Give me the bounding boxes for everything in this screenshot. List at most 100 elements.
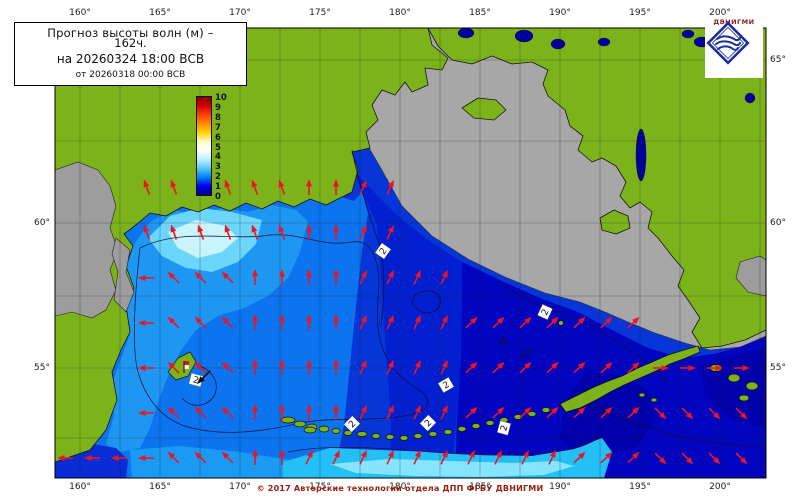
wave-arrow-icon bbox=[440, 449, 448, 465]
wave-arrow-icon bbox=[359, 224, 367, 240]
contour-label: 2 bbox=[419, 414, 437, 432]
colorbar-tick: 10 bbox=[215, 93, 227, 103]
wave-height-colorbar: 10 9 8 7 6 5 4 3 2 1 0 bbox=[196, 94, 227, 201]
wave-arrow-icon bbox=[170, 224, 178, 240]
wave-arrow-icon bbox=[708, 452, 721, 465]
wave-arrow-icon bbox=[465, 406, 478, 419]
wave-arrow-icon bbox=[251, 179, 259, 195]
wave-arrow-icon bbox=[279, 404, 285, 420]
wave-arrow-icon bbox=[279, 269, 285, 285]
wave-arrow-icon bbox=[413, 314, 421, 330]
logo-wave-diamond-icon bbox=[706, 21, 750, 65]
wave-arrow-icon bbox=[333, 359, 339, 375]
lon-label: 180° bbox=[389, 8, 411, 18]
wave-arrow-icon bbox=[413, 359, 421, 375]
lon-label: 175° bbox=[309, 8, 331, 18]
wave-arrow-icon bbox=[194, 316, 207, 329]
wave-arrow-icon bbox=[138, 410, 154, 416]
colorbar-tick: 1 bbox=[215, 182, 221, 193]
wave-arrow-icon bbox=[548, 449, 556, 465]
wave-arrow-icon bbox=[306, 224, 312, 240]
forecast-title-box: Прогноз высоты волн (м) – 162ч. на 20260… bbox=[14, 22, 247, 86]
wave-arrow-icon bbox=[440, 359, 448, 375]
contour-label: 2 bbox=[343, 415, 361, 433]
colorbar-tick: 4 bbox=[215, 152, 221, 163]
wave-arrow-icon bbox=[467, 449, 475, 465]
wave-arrow-icon bbox=[359, 359, 367, 375]
wave-arrow-icon bbox=[413, 449, 421, 465]
wave-arrow-icon bbox=[167, 451, 180, 464]
wave-arrow-icon bbox=[521, 449, 529, 465]
island-st-lawrence bbox=[461, 97, 507, 121]
wave-arrow-icon bbox=[707, 365, 723, 371]
copyright-line: © 2017 Авторские технологии отдела ДПП Ф… bbox=[256, 484, 544, 493]
wave-arrow-icon bbox=[252, 359, 258, 375]
wave-arrow-icon bbox=[440, 314, 448, 330]
wave-arrow-icon bbox=[279, 359, 285, 375]
wave-arrow-icon bbox=[143, 224, 151, 240]
contour-label: 2 bbox=[496, 420, 512, 436]
island-chain-aleutian bbox=[167, 306, 759, 441]
lon-label: 190° bbox=[549, 8, 571, 18]
contour-value-labels: 2 2 2 2 2 2 2 bbox=[188, 242, 553, 436]
wave-arrow-icon bbox=[306, 314, 312, 330]
wave-arrow-icon bbox=[627, 406, 640, 419]
wave-arrow-icon bbox=[440, 269, 448, 285]
logo-org-name: ДВНИГМИ bbox=[713, 18, 755, 26]
svg-text:2: 2 bbox=[192, 375, 200, 386]
triangle-marker-icon bbox=[498, 336, 508, 345]
lon-label: 170° bbox=[229, 8, 251, 18]
valid-time: на 20260324 18:00 ВСВ bbox=[56, 52, 205, 66]
wave-arrow-icon bbox=[546, 316, 559, 329]
wave-arrow-icon bbox=[359, 269, 367, 285]
wave-arrow-icon bbox=[252, 314, 258, 330]
wave-arrow-icon bbox=[197, 224, 205, 240]
wave-arrow-icon bbox=[252, 449, 258, 465]
lon-label: 180° bbox=[389, 482, 411, 492]
lat-label: 55° bbox=[34, 363, 50, 373]
wave-arrow-icon bbox=[170, 179, 178, 195]
lon-label: 160° bbox=[69, 8, 91, 18]
flag-marker-icon bbox=[183, 361, 190, 373]
wave-arrow-icon bbox=[492, 361, 505, 374]
wave-arrow-icon bbox=[279, 314, 285, 330]
contour-label: 2 bbox=[537, 304, 553, 320]
wave-arrow-icon bbox=[519, 361, 532, 374]
wave-arrow-icon bbox=[278, 179, 286, 195]
lon-label: 165° bbox=[149, 8, 171, 18]
wave-arrow-icon bbox=[600, 316, 613, 329]
wave-arrow-icon bbox=[306, 359, 312, 375]
lon-label: 165° bbox=[149, 482, 171, 492]
lon-label: 200° bbox=[709, 8, 731, 18]
map-frame bbox=[54, 27, 767, 479]
colorbar-tick: 6 bbox=[215, 132, 221, 143]
lat-label: 55° bbox=[770, 363, 786, 373]
wave-arrow-icon bbox=[221, 451, 234, 464]
wave-arrow-icon bbox=[333, 179, 339, 195]
lon-label: 185° bbox=[469, 482, 491, 492]
wave-arrow-icon bbox=[143, 179, 151, 195]
contour-label: 2 bbox=[437, 377, 455, 393]
island-karaginsky bbox=[167, 351, 197, 381]
colorbar-tick: 5 bbox=[215, 142, 221, 153]
wave-arrow-icon bbox=[278, 224, 286, 240]
island-commander bbox=[280, 416, 296, 424]
wave-arrow-icon bbox=[306, 179, 312, 195]
lat-label: 60° bbox=[770, 218, 786, 228]
wave-arrow-icon bbox=[251, 224, 259, 240]
lon-label: 200° bbox=[709, 482, 731, 492]
wave-arrow-icon bbox=[84, 455, 100, 461]
wave-arrow-icon bbox=[386, 179, 394, 195]
wave-arrow-icon bbox=[600, 451, 613, 464]
wave-arrow-icon bbox=[138, 320, 154, 326]
lon-label: 160° bbox=[69, 482, 91, 492]
wave-arrow-icon bbox=[333, 314, 339, 330]
lon-label: 195° bbox=[629, 8, 651, 18]
wave-arrow-icon bbox=[167, 271, 180, 284]
colorbar-tick: 9 bbox=[215, 102, 221, 113]
wave-arrow-icon bbox=[519, 316, 532, 329]
wave-arrow-icon bbox=[573, 316, 586, 329]
wave-arrow-icon bbox=[333, 269, 339, 285]
colorbar-tick: 7 bbox=[215, 122, 221, 133]
